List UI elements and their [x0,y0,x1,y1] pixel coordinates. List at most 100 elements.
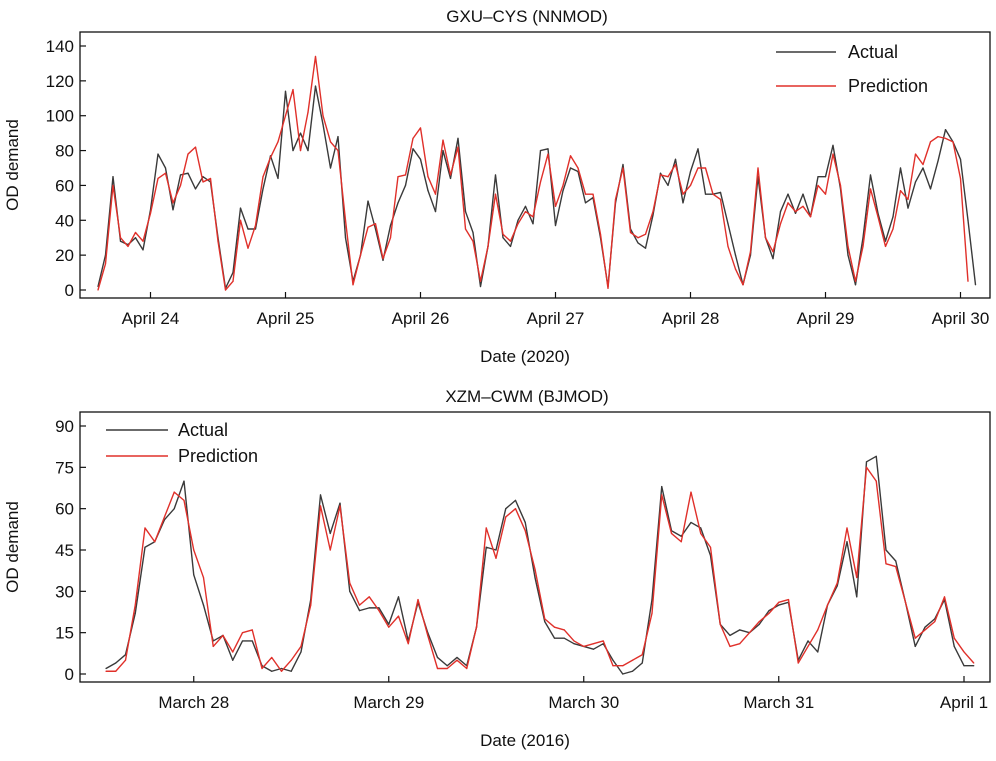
data-point [446,667,448,670]
data-point [502,233,504,235]
data-point [172,209,174,211]
data-point [172,202,174,204]
data-point [397,596,400,598]
data-point [378,607,380,609]
data-point [944,137,947,139]
data-point [212,645,214,648]
x-tick-label: April 29 [797,309,855,328]
data-point [247,247,249,249]
data-point [97,289,99,291]
data-point [907,198,909,200]
data-point [154,541,156,543]
data-point [794,210,797,213]
data-point [569,155,572,157]
data-point [382,259,384,261]
data-point [562,184,564,187]
data-point [284,115,287,117]
data-point [622,163,624,166]
legend-label-actual: Actual [848,42,898,62]
data-point [704,193,707,195]
data-point [779,210,782,213]
data-point [261,667,263,670]
data-point [434,193,437,195]
data-point [899,167,902,169]
data-point [727,245,729,248]
data-point [856,596,858,598]
data-point [534,576,536,579]
series-line-prediction [106,466,975,672]
data-point [442,139,444,141]
data-point [397,176,399,178]
data-point [173,508,175,510]
data-point [367,200,369,202]
data-point [959,158,962,160]
data-point [914,153,917,155]
data-point [651,599,653,601]
series-points-prediction [97,55,969,291]
data-point [329,167,332,169]
data-point [374,228,377,230]
data-point [446,665,448,667]
data-point [895,560,897,562]
data-point [934,621,936,623]
data-point [661,486,663,488]
data-point [134,612,136,614]
data-point [794,212,797,214]
data-point [472,231,474,234]
data-point [700,532,702,535]
data-point [254,224,257,227]
data-point [712,193,714,195]
data-point [674,163,677,166]
data-point [631,670,634,672]
data-point [836,585,838,587]
data-point [104,263,107,265]
data-point [884,245,887,248]
data-point [599,233,602,235]
data-point [973,665,975,667]
x-tick-label: April 27 [527,309,585,328]
y-tick-label: 60 [55,500,74,519]
data-point [187,153,189,155]
data-point [622,673,624,675]
data-point [115,670,117,672]
data-point [573,643,575,645]
data-point [592,193,594,195]
data-point [937,160,939,162]
data-point [602,640,604,642]
data-point [144,527,146,529]
data-point [124,659,127,661]
data-point [967,219,969,221]
data-point [358,604,361,606]
data-point [300,645,302,648]
data-point [142,249,144,251]
chart-title: GXU–CYS (NNMOD) [446,7,608,26]
data-point [802,193,804,195]
data-point [404,184,407,187]
data-point [817,629,819,631]
data-point [682,193,684,195]
data-point [495,549,497,551]
data-point [427,190,429,192]
data-point [768,612,770,614]
data-point [856,576,858,579]
data-point [464,228,467,230]
data-point [922,167,924,169]
series-points-prediction [105,466,975,672]
data-point [217,240,219,242]
data-point [667,184,669,187]
data-point [397,202,399,204]
x-axis-label: Date (2020) [480,347,570,366]
data-point [505,508,507,510]
data-point [368,607,370,609]
data-point [584,202,587,204]
data-point [502,237,504,239]
data-point [862,237,864,239]
data-point [194,146,197,148]
data-point [614,198,617,200]
data-point [164,167,167,169]
data-point [299,132,302,134]
data-point [847,254,849,256]
data-point [914,637,916,639]
data-point [485,527,487,529]
x-tick-label: April 30 [932,309,990,328]
